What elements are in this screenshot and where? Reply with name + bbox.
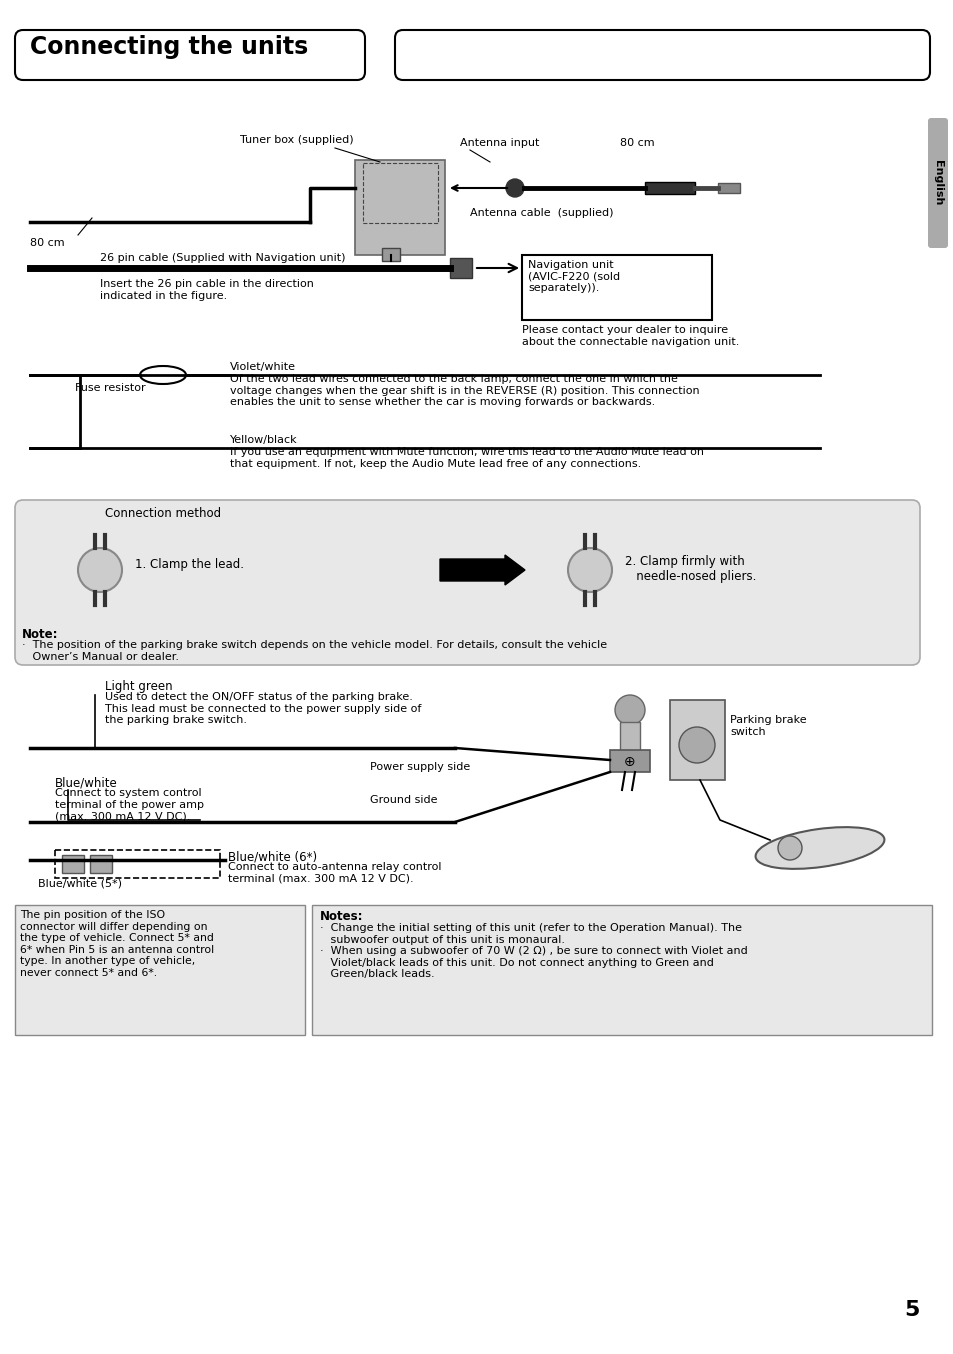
Text: ⊕: ⊕ (623, 756, 635, 769)
Text: Navigation unit
(AVIC-F220 (sold
separately)).: Navigation unit (AVIC-F220 (sold separat… (527, 260, 619, 294)
Bar (450, 259, 472, 278)
Circle shape (505, 179, 523, 196)
Circle shape (78, 548, 122, 592)
Text: Connection method: Connection method (105, 506, 221, 520)
Text: Blue/white (5*): Blue/white (5*) (38, 877, 122, 888)
Text: Tuner box (supplied): Tuner box (supplied) (240, 135, 354, 145)
Bar (644, 181, 695, 194)
FancyBboxPatch shape (927, 118, 947, 248)
Text: Yellow/black: Yellow/black (230, 435, 297, 445)
Bar (669, 700, 724, 780)
Bar (90, 854, 112, 873)
Text: If you use an equipment with Mute function, wire this lead to the Audio Mute lea: If you use an equipment with Mute functi… (230, 447, 703, 468)
Text: 80 cm: 80 cm (619, 138, 654, 148)
Text: Violet/white: Violet/white (230, 362, 295, 372)
Bar (62, 854, 84, 873)
Bar (312, 904, 931, 1034)
Text: Fuse resistor: Fuse resistor (75, 383, 146, 393)
Bar (609, 750, 649, 772)
Text: Power supply side: Power supply side (370, 762, 470, 772)
Text: Light green: Light green (105, 680, 172, 693)
FancyBboxPatch shape (395, 30, 929, 80)
Bar (718, 183, 740, 194)
Text: ·  Change the initial setting of this unit (refer to the Operation Manual). The
: · Change the initial setting of this uni… (319, 923, 747, 979)
Text: Connecting the units: Connecting the units (30, 35, 308, 60)
Text: Please contact your dealer to inquire
about the connectable navigation unit.: Please contact your dealer to inquire ab… (521, 325, 739, 347)
Text: The pin position of the ISO
connector will differ depending on
the type of vehic: The pin position of the ISO connector wi… (20, 910, 213, 978)
Bar (15, 904, 305, 1034)
Text: 1. Clamp the lead.: 1. Clamp the lead. (135, 558, 244, 571)
Text: Ground side: Ground side (370, 795, 437, 806)
Bar (355, 160, 444, 255)
Text: Insert the 26 pin cable in the direction
indicated in the figure.: Insert the 26 pin cable in the direction… (100, 279, 314, 301)
FancyBboxPatch shape (15, 500, 919, 665)
Text: 2. Clamp firmly with
   needle-nosed pliers.: 2. Clamp firmly with needle-nosed pliers… (624, 555, 756, 584)
Circle shape (615, 695, 644, 724)
Ellipse shape (140, 366, 186, 385)
Text: Used to detect the ON/OFF status of the parking brake.
This lead must be connect: Used to detect the ON/OFF status of the … (105, 692, 421, 726)
Text: Antenna input: Antenna input (459, 138, 538, 148)
Bar (381, 248, 399, 261)
Text: 80 cm: 80 cm (30, 238, 65, 248)
Bar (521, 255, 711, 320)
Text: 26 pin cable (Supplied with Navigation unit): 26 pin cable (Supplied with Navigation u… (100, 253, 345, 263)
Text: Blue/white: Blue/white (55, 776, 117, 789)
Circle shape (679, 727, 714, 764)
Text: Antenna cable  (supplied): Antenna cable (supplied) (470, 209, 613, 218)
Circle shape (778, 835, 801, 860)
Text: Blue/white (6*): Blue/white (6*) (228, 850, 316, 862)
Text: ·  The position of the parking brake switch depends on the vehicle model. For de: · The position of the parking brake swit… (22, 640, 606, 662)
Bar (55, 850, 220, 877)
Text: 5: 5 (903, 1300, 919, 1320)
Circle shape (567, 548, 612, 592)
Text: Connect to auto-antenna relay control
terminal (max. 300 mA 12 V DC).: Connect to auto-antenna relay control te… (228, 862, 441, 884)
FancyBboxPatch shape (15, 30, 365, 80)
Text: Parking brake
switch: Parking brake switch (729, 715, 806, 737)
Text: Of the two lead wires connected to the back lamp, connect the one in which the
v: Of the two lead wires connected to the b… (230, 374, 699, 408)
Bar (363, 162, 437, 223)
Text: English: English (932, 160, 942, 206)
FancyArrow shape (439, 555, 524, 585)
Ellipse shape (755, 827, 883, 869)
Text: Note:: Note: (22, 628, 58, 640)
Text: Notes:: Notes: (319, 910, 363, 923)
Text: Connect to system control
terminal of the power amp
(max. 300 mA 12 V DC).: Connect to system control terminal of th… (55, 788, 204, 821)
Bar (619, 722, 639, 751)
